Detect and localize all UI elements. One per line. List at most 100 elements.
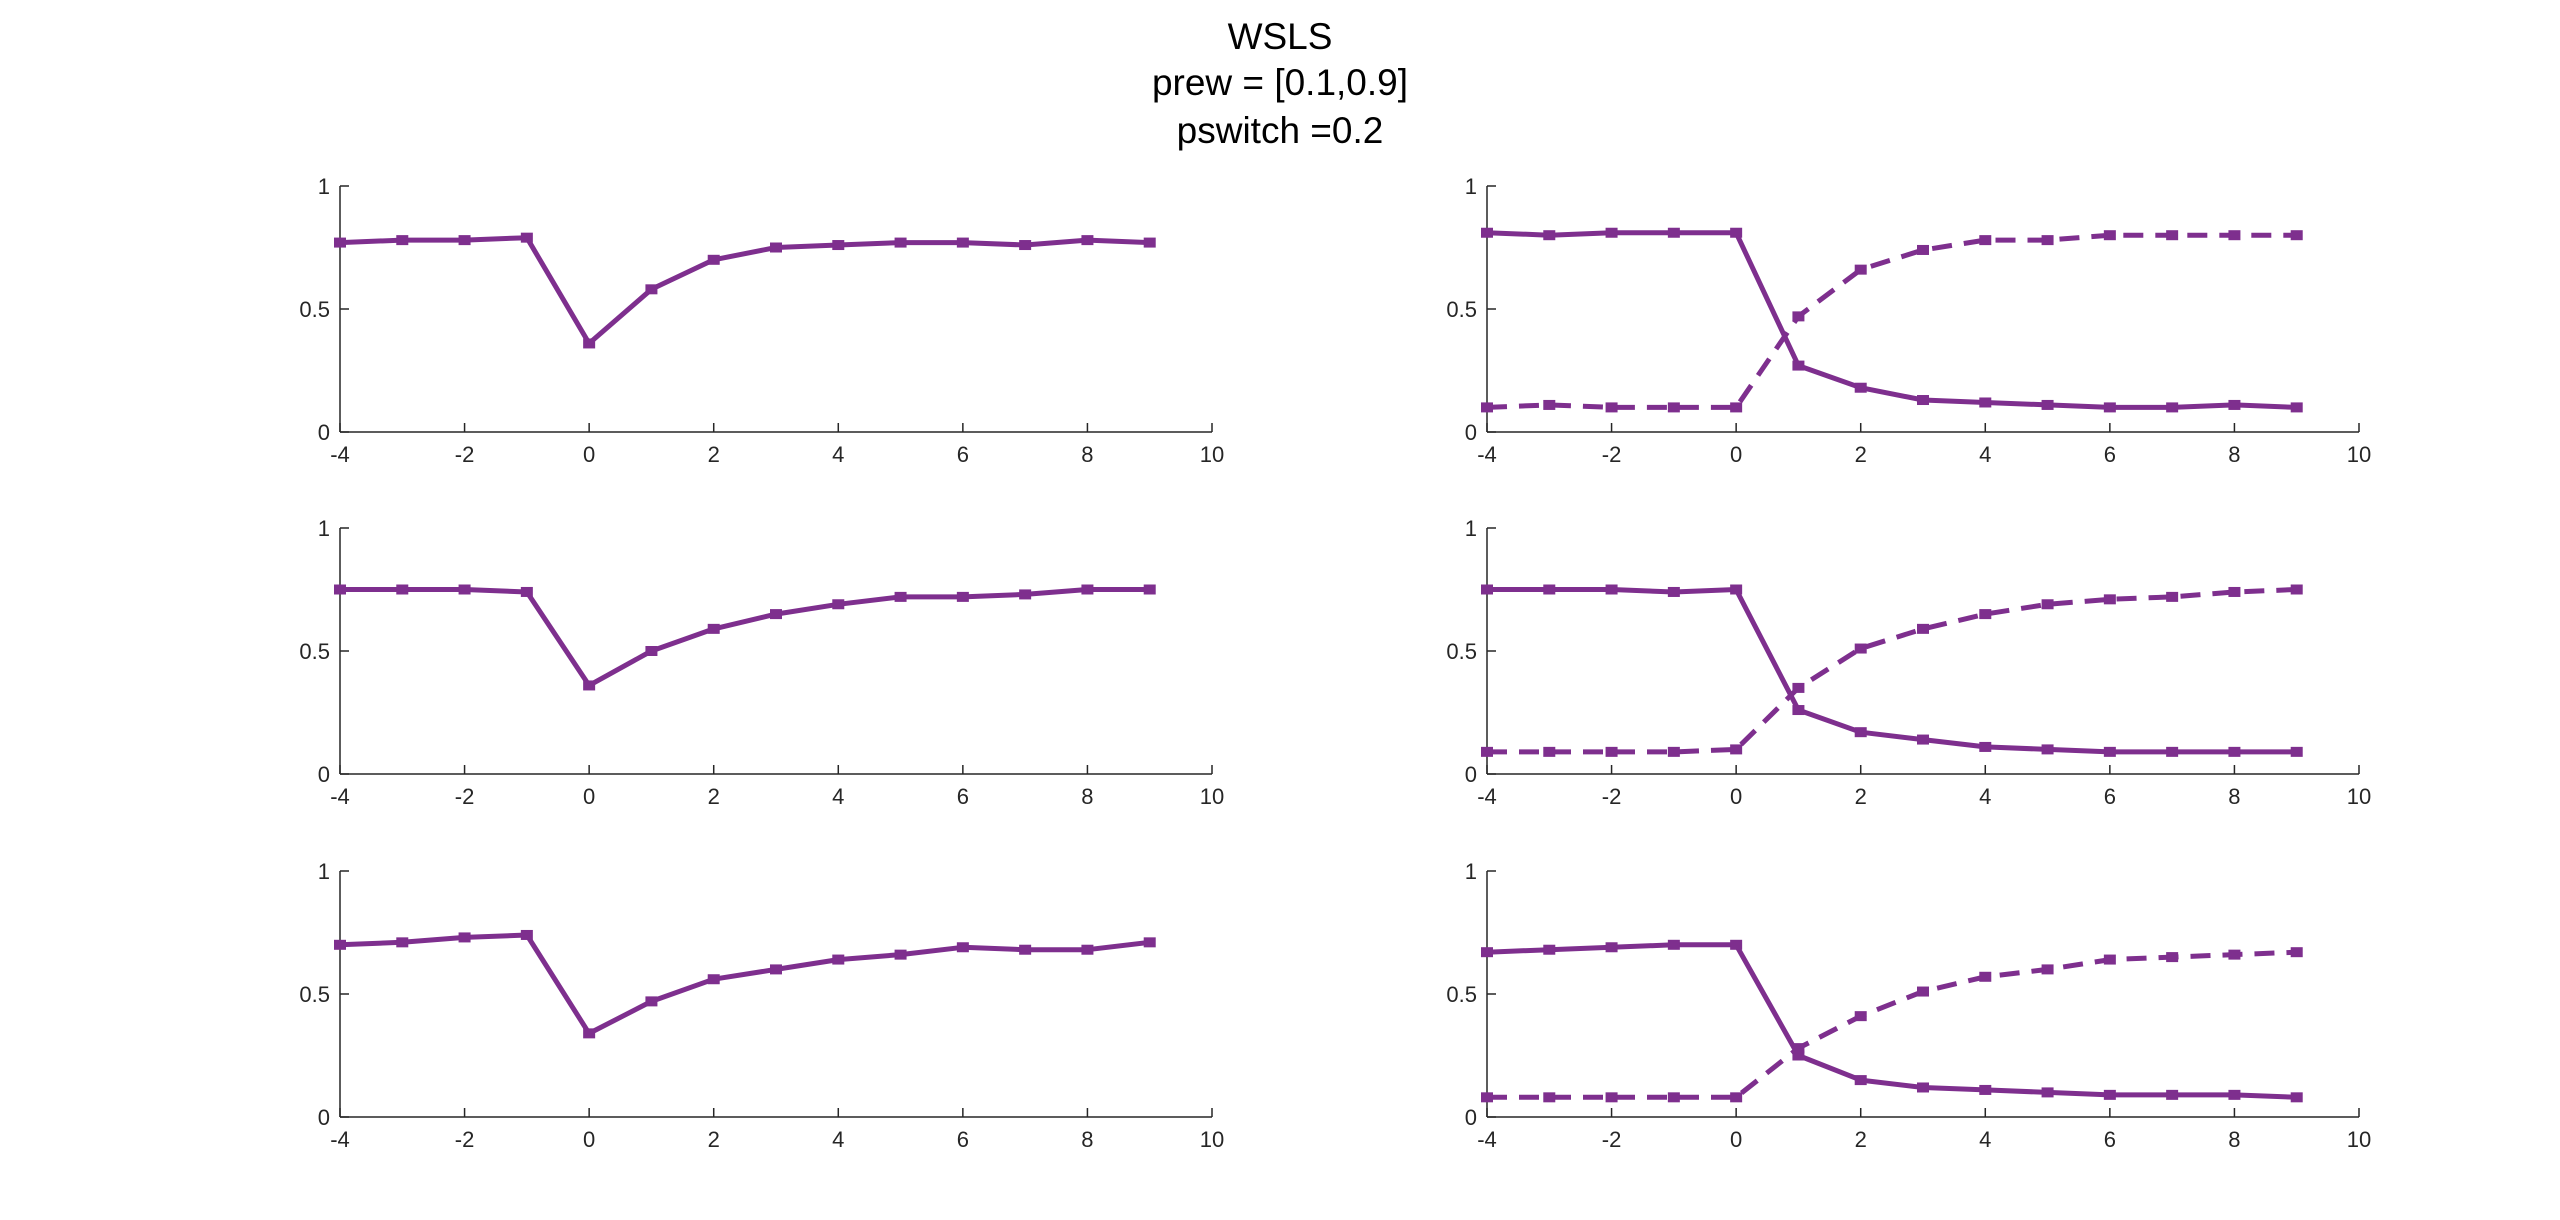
subplot-row3-left: -4 -2 0 2 4 6 8 10 0 0.5 1 — [299, 859, 1224, 1152]
x-tick-label: 4 — [1979, 442, 1991, 467]
data-point — [1019, 589, 1032, 600]
subplot-row1-left: -4 -2 0 2 4 6 8 10 0 0.5 1 — [299, 174, 1224, 467]
data-point — [1081, 944, 1094, 955]
data-point — [1481, 227, 1493, 238]
data-point — [645, 996, 658, 1007]
x-tick-label: 8 — [1081, 1127, 1093, 1152]
data-point — [1481, 584, 1493, 595]
data-point — [1605, 942, 1618, 953]
data-point — [1792, 705, 1805, 716]
data-point — [1605, 1092, 1618, 1103]
series-line-solid — [1487, 587, 2297, 755]
x-tick-label: 8 — [2228, 442, 2240, 467]
x-tick-label: 0 — [583, 784, 595, 809]
data-point — [2290, 402, 2303, 413]
series-line-solid — [339, 235, 1150, 346]
data-point — [2228, 399, 2241, 410]
data-point — [1605, 402, 1618, 413]
data-point — [707, 254, 720, 265]
x-tick-label: -2 — [455, 442, 475, 467]
data-point — [894, 591, 907, 602]
data-point — [2041, 599, 2054, 610]
data-point — [2228, 949, 2241, 960]
x-tick-label: 2 — [1855, 784, 1867, 809]
data-point — [1792, 311, 1805, 322]
data-point — [1792, 1050, 1805, 1061]
x-tick-label: -2 — [1602, 442, 1622, 467]
y-tick-label: 0 — [1465, 762, 1477, 787]
data-point — [707, 623, 720, 634]
data-point — [645, 646, 658, 656]
data-point — [2228, 1089, 2241, 1100]
data-point — [2103, 746, 2116, 757]
data-point — [520, 929, 533, 940]
data-point — [1979, 609, 1992, 620]
data-point — [1543, 746, 1556, 757]
data-point — [1730, 584, 1743, 595]
x-tick-label: 4 — [832, 784, 844, 809]
data-point — [583, 680, 596, 691]
x-tick-label: 6 — [2104, 784, 2116, 809]
x-tick-label: 10 — [2347, 442, 2371, 467]
x-tick-label: 0 — [1730, 784, 1742, 809]
data-point — [2166, 1089, 2179, 1100]
data-point — [2228, 230, 2241, 241]
data-point — [334, 939, 346, 950]
x-tick-label: 0 — [1730, 442, 1742, 467]
data-point — [1543, 944, 1556, 955]
data-point — [2041, 235, 2054, 246]
data-point — [2103, 402, 2116, 413]
y-tick-label: 1 — [318, 516, 330, 541]
x-tick-label: -2 — [455, 784, 475, 809]
x-tick-label: 6 — [957, 1127, 969, 1152]
data-point — [2103, 1089, 2116, 1100]
data-point — [396, 235, 409, 246]
data-point — [1854, 264, 1867, 275]
x-tick-label: 8 — [1081, 784, 1093, 809]
series-line-dashed — [1486, 232, 2297, 410]
x-tick-label: 8 — [2228, 1127, 2240, 1152]
data-point — [956, 591, 969, 602]
data-point — [2103, 230, 2116, 241]
data-point — [520, 586, 533, 597]
x-tick-label: 10 — [1200, 784, 1224, 809]
y-tick-label: 0 — [318, 420, 330, 445]
x-tick-label: 6 — [2104, 442, 2116, 467]
x-tick-label: 10 — [1200, 442, 1224, 467]
data-point — [770, 609, 782, 620]
data-point — [1667, 402, 1680, 413]
figure-subtitle-prew: prew = [0.1,0.9] — [1151, 62, 1409, 103]
data-point — [1730, 939, 1743, 950]
y-tick-label: 1 — [1465, 516, 1477, 541]
data-point — [1081, 235, 1094, 246]
x-tick-label: 2 — [708, 1127, 720, 1152]
data-point — [832, 240, 845, 251]
x-tick-label: -4 — [1477, 784, 1497, 809]
data-point — [1979, 235, 1992, 246]
data-point — [1917, 244, 1929, 255]
data-point — [1917, 395, 1929, 406]
y-tick-label: 1 — [318, 859, 330, 884]
data-point — [2041, 399, 2054, 410]
data-point — [458, 584, 471, 595]
x-tick-label: 2 — [708, 442, 720, 467]
data-point — [1481, 402, 1493, 413]
x-tick-label: 2 — [1855, 442, 1867, 467]
data-point — [583, 1028, 596, 1039]
y-tick-label: 1 — [1465, 859, 1477, 884]
x-tick-label: 4 — [832, 442, 844, 467]
x-tick-label: 6 — [2104, 1127, 2116, 1152]
data-point — [2166, 746, 2179, 757]
x-tick-label: -4 — [330, 784, 350, 809]
data-point — [770, 964, 782, 975]
data-point — [894, 949, 907, 960]
data-point — [956, 237, 969, 248]
y-tick-label: 0.5 — [1446, 297, 1477, 322]
data-point — [2166, 591, 2179, 602]
y-tick-label: 1 — [318, 174, 330, 199]
y-tick-label: 1 — [1465, 174, 1477, 199]
data-point — [2290, 230, 2303, 241]
data-point — [1143, 937, 1156, 948]
data-point — [2290, 746, 2303, 757]
